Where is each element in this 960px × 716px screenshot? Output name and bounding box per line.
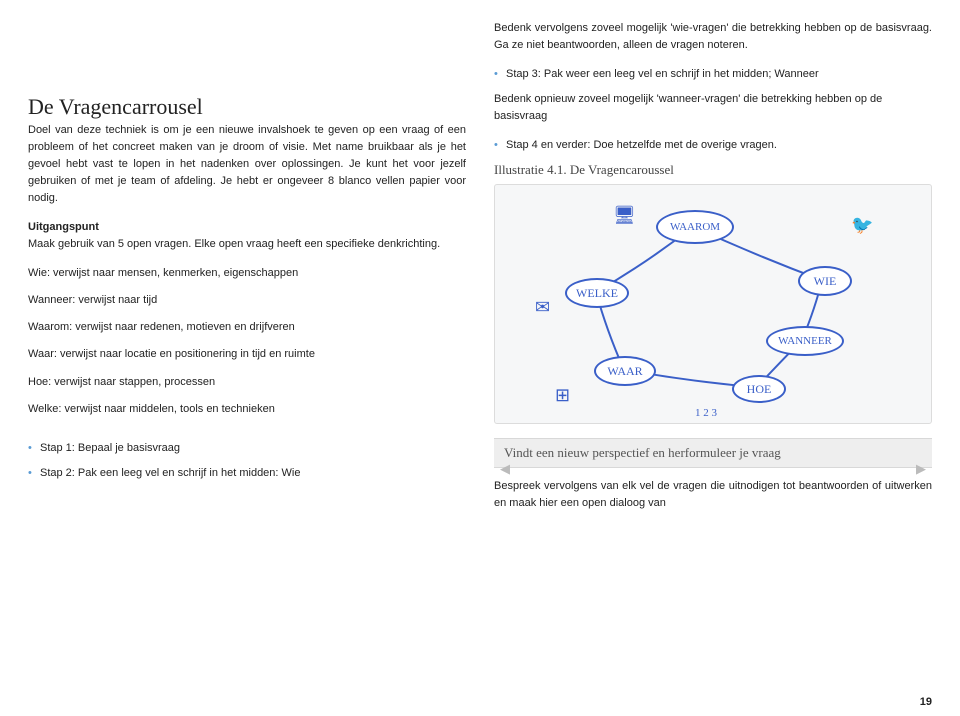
step-4: Stap 4 en verder: Doe hetzelfde met de o…: [494, 137, 932, 154]
bird-icon: 🐦: [851, 215, 873, 236]
illustration-caption: Illustratie 4.1. De Vragencaroussel: [494, 162, 932, 178]
monitor-icon: 🖥: [613, 205, 636, 226]
uitgangspunt-text: Maak gebruik van 5 open vragen. Elke ope…: [28, 238, 440, 250]
page-number: 19: [920, 696, 932, 708]
page-two-column: De Vragencarrousel Doel van deze technie…: [0, 0, 960, 524]
section-title: De Vragencarrousel: [28, 94, 466, 120]
step-1: Stap 1: Bepaal je basisvraag: [28, 440, 466, 457]
arrow-left-icon: ◀: [500, 461, 510, 477]
def-hoe: Hoe: verwijst naar stappen, processen: [28, 374, 466, 391]
left-column: De Vragencarrousel Doel van deze technie…: [28, 20, 466, 524]
def-wie: Wie: verwijst naar mensen, kenmerken, ei…: [28, 265, 466, 282]
step-3: Stap 3: Pak weer een leeg vel en schrijf…: [494, 66, 932, 83]
band-text: Vindt een nieuw perspectief en herformul…: [504, 445, 781, 460]
uitgangspunt-label: Uitgangspunt: [28, 221, 99, 233]
uitgangspunt-block: Uitgangspunt Maak gebruik van 5 open vra…: [28, 219, 466, 253]
closing-paragraph: Bespreek vervolgens van elk vel de vrage…: [494, 478, 932, 512]
right-column: Bedenk vervolgens zoveel mogelijk 'wie-v…: [494, 20, 932, 524]
numbers-icon: 1 2 3: [695, 407, 717, 419]
def-waarom: Waarom: verwijst naar redenen, motieven …: [28, 319, 466, 336]
arrow-right-icon: ▶: [916, 461, 926, 477]
def-welke: Welke: verwijst naar middelen, tools en …: [28, 401, 466, 418]
def-wanneer: Wanneer: verwijst naar tijd: [28, 292, 466, 309]
mail-icon: ✉: [535, 297, 550, 318]
grid-icon: ⊞: [555, 385, 570, 406]
vragencarrousel-diagram: WAAROMWIEWANNEERHOEWAARWELKE 🖥🐦✉⊞1 2 3: [494, 184, 932, 424]
perspective-band: Vindt een nieuw perspectief en herformul…: [494, 438, 932, 468]
after-step3: Bedenk opnieuw zoveel mogelijk 'wanneer-…: [494, 91, 932, 125]
step-2: Stap 2: Pak een leeg vel en schrijf in h…: [28, 465, 466, 482]
right-intro: Bedenk vervolgens zoveel mogelijk 'wie-v…: [494, 20, 932, 54]
intro-paragraph: Doel van deze techniek is om je een nieu…: [28, 122, 466, 207]
def-waar: Waar: verwijst naar locatie en positione…: [28, 346, 466, 363]
